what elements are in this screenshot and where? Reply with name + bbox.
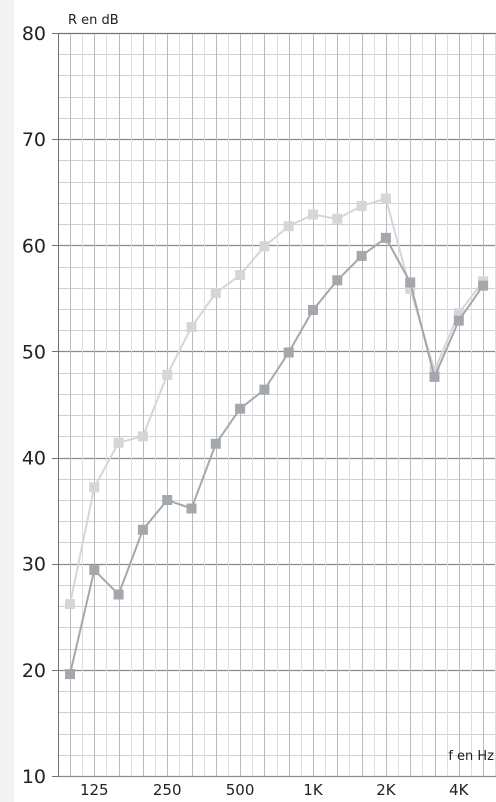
x-axis-ticks: 125 250 500 1K 2K 4K [80, 781, 470, 799]
data-point [283, 221, 294, 232]
data-point [89, 482, 100, 493]
y-axis-ticks: 10 20 30 40 50 60 70 80 [22, 23, 58, 788]
data-point [210, 438, 221, 449]
data-point [235, 403, 246, 414]
data-point [137, 431, 148, 442]
series-line [69, 236, 484, 675]
data-point [162, 495, 173, 506]
x-tick-label: 250 [153, 781, 182, 799]
series-2 [65, 232, 489, 680]
data-point [380, 193, 391, 204]
y-tick-label: 20 [22, 660, 46, 682]
data-point [65, 669, 75, 680]
data-point [478, 280, 489, 291]
x-tick-label: 2K [376, 781, 397, 799]
left-margin-strip [0, 0, 14, 802]
data-point [259, 241, 270, 252]
x-axis-title: f en Hz [448, 749, 494, 764]
data-point [308, 305, 318, 316]
data-point [65, 599, 75, 610]
data-point [332, 275, 343, 286]
y-tick-label: 50 [22, 341, 46, 363]
series-1 [65, 193, 489, 610]
x-tick-label: 4K [449, 781, 470, 799]
data-point [162, 369, 173, 380]
data-point [283, 347, 294, 358]
data-point [186, 503, 197, 514]
data-point [356, 250, 367, 261]
data-point [210, 288, 221, 299]
x-tick-label: 500 [226, 781, 255, 799]
y-tick-label: 30 [22, 554, 46, 576]
x-tick-label: 1K [303, 781, 324, 799]
data-point [405, 283, 416, 294]
y-axis-title: R en dB [68, 13, 119, 28]
data-point [429, 371, 440, 382]
data-point [113, 437, 124, 448]
x-tick-label: 125 [80, 781, 109, 799]
y-tick-label: 10 [22, 766, 46, 788]
y-tick-label: 70 [22, 129, 46, 151]
y-tick-label: 60 [22, 235, 46, 257]
y-tick-label: 40 [22, 448, 46, 470]
data-point [332, 213, 343, 224]
data-point [235, 270, 246, 281]
data-point [89, 565, 100, 576]
data-point [113, 589, 124, 600]
y-tick-label: 80 [22, 23, 46, 45]
data-point [259, 384, 270, 395]
data-series [65, 193, 489, 680]
data-point [429, 365, 440, 376]
data-point [405, 277, 416, 288]
data-point [356, 201, 367, 212]
data-point [453, 315, 464, 326]
data-point [137, 524, 148, 535]
data-point [380, 232, 391, 243]
data-point [186, 322, 197, 333]
data-point [453, 308, 464, 319]
data-point [308, 209, 318, 220]
